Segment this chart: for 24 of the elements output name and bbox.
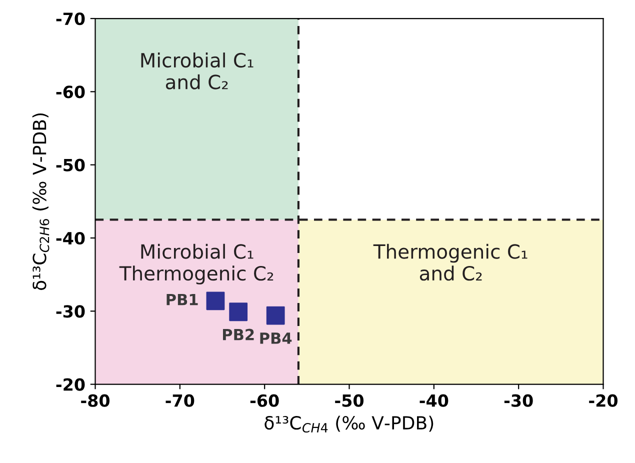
x-tick-label: -30 xyxy=(504,394,533,407)
annotation: Thermogenic C₁ and C₂ xyxy=(373,244,528,281)
y-tick-label: -40 xyxy=(56,232,85,245)
y-tick-label: -20 xyxy=(56,378,85,391)
x-tick-label: -50 xyxy=(335,394,364,407)
x-axis-title: δ¹³C$_{CH4}$ (‰ V-PDB) xyxy=(264,416,434,433)
point xyxy=(229,302,248,322)
y-tick-label: -30 xyxy=(56,305,85,318)
annotation: PB2 xyxy=(223,328,254,340)
x-tick-label: -80 xyxy=(81,394,110,407)
y-tick-label: -70 xyxy=(56,12,85,26)
x-tick-label: -70 xyxy=(166,394,194,407)
y-tick-label: -50 xyxy=(56,158,85,172)
point xyxy=(206,292,225,310)
annotation: Microbial C₁ Thermogenic C₂ xyxy=(119,244,274,284)
annotation: Microbial C₁ and C₂ xyxy=(141,52,254,90)
point xyxy=(266,306,285,325)
x-tick-label: -60 xyxy=(250,394,279,407)
annotation: PB4 xyxy=(260,332,292,344)
y-axis-title: δ¹³C$_{C2H6}$ (‰ V-PDB) xyxy=(32,113,50,290)
x-tick-label: -20 xyxy=(589,394,618,407)
x-tick-label: -40 xyxy=(420,394,448,407)
annotation: PB1 xyxy=(166,294,198,306)
y-tick-label: -60 xyxy=(56,86,85,98)
